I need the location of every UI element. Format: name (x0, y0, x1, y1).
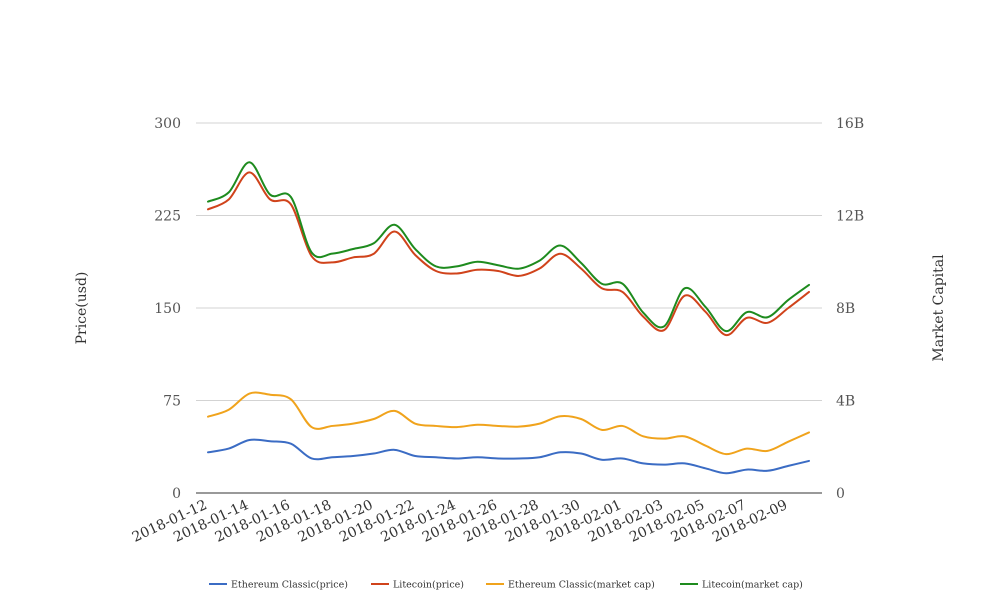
legend-label-litecoin-price: Litecoin(price) (393, 580, 464, 591)
y-axis-left-ticks: 0 75 150 225 300 (154, 116, 181, 502)
y-tick-label-right: 12B (836, 209, 864, 225)
y-axis-right-ticks: 0 4B 8B 12B 16B (836, 116, 864, 502)
series-line-litecoin-market-cap (207, 161, 810, 333)
series-lines (207, 161, 810, 475)
y-tick-label-left: 225 (154, 209, 181, 225)
x-axis-ticks: 2018-01-122018-01-142018-01-162018-01-18… (130, 497, 790, 546)
legend-label-litecoin-market-cap: Litecoin(market cap) (702, 580, 803, 591)
y-tick-label-right: 16B (836, 116, 864, 132)
legend: Ethereum Classic(price) Litecoin(price) Et… (209, 580, 803, 591)
series-line-ethereum-classic-price (207, 438, 810, 475)
y-tick-label-left: 75 (163, 394, 181, 410)
y-axis-title-left: Price(usd) (74, 272, 90, 345)
y-tick-label-right: 8B (836, 301, 855, 317)
y-tick-label-left: 0 (172, 486, 181, 502)
y-axis-title-right: Market Capital (931, 254, 947, 362)
y-tick-label-left: 300 (154, 116, 181, 132)
y-tick-label-right: 0 (836, 486, 845, 502)
legend-label-ethereum-classic-price: Ethereum Classic(price) (231, 580, 348, 591)
y-tick-label-right: 4B (836, 394, 855, 410)
legend-label-ethereum-classic-market-cap: Ethereum Classic(market cap) (508, 580, 655, 591)
series-line-ethereum-classic-market-cap (207, 391, 810, 456)
y-tick-label-left: 150 (154, 301, 181, 317)
series-line-litecoin-price (207, 171, 810, 337)
grid-lines (196, 122, 822, 494)
